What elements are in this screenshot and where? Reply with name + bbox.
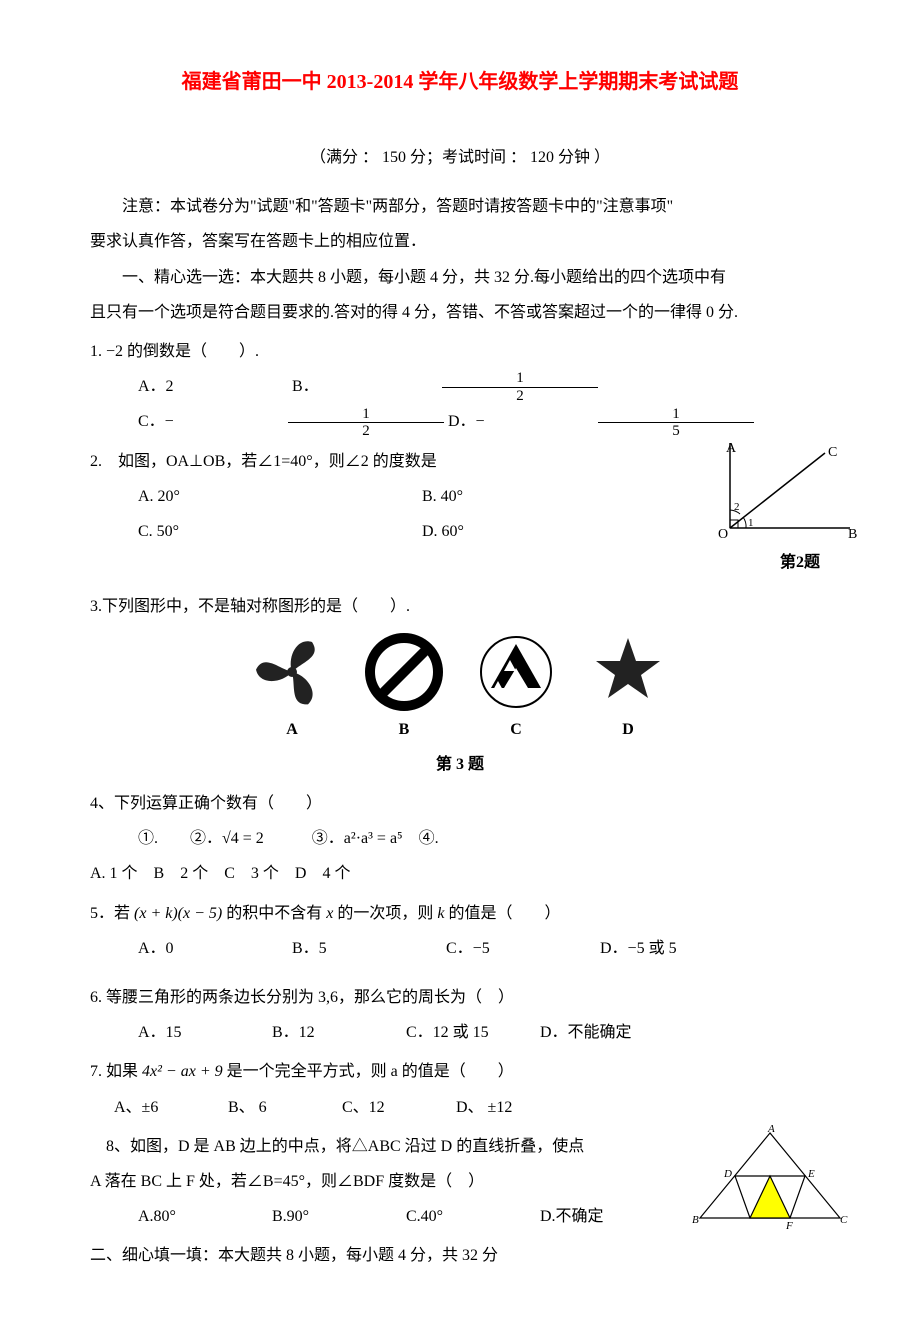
q2-label-o: O (718, 527, 728, 542)
q3-figures (90, 632, 830, 712)
q5-opt-a: A．0 (138, 931, 288, 966)
q3-fig-b-icon (364, 632, 444, 712)
q1-options: A．2 B．12 C．−12 D．−15 (90, 369, 830, 440)
q3-label-c: C (466, 712, 566, 747)
svg-text:E: E (807, 1168, 815, 1180)
q7-stem: 7. 如果 4x² − ax + 9 是一个完全平方式，则 a 的值是（ ） (90, 1054, 830, 1089)
q1-stem: 1. −2 的倒数是（ ）. (90, 334, 830, 369)
q6-opt-b: B．12 (272, 1015, 402, 1050)
q4-items: ①. ②．√4 = 2 ③．a²·a³ = a⁵ ④. (90, 821, 830, 856)
q2-opt-b: B. 40° (422, 479, 542, 514)
q2-opt-d: D. 60° (422, 514, 542, 549)
question-7: 7. 如果 4x² − ax + 9 是一个完全平方式，则 a 的值是（ ） A… (90, 1054, 830, 1124)
q5-options: A．0 B．5 C．−5 D．−5 或 5 (90, 931, 830, 966)
q4-stem: 4、下列运算正确个数有（ ） (90, 786, 830, 821)
question-4: 4、下列运算正确个数有（ ） ①. ②．√4 = 2 ③．a²·a³ = a⁵ … (90, 786, 830, 892)
q7-opt-d: D、 ±12 (456, 1090, 566, 1125)
section-2-heading: 二、细心填一填：本大题共 8 小题，每小题 4 分，共 32 分 (90, 1238, 830, 1273)
q7-opt-c: C、12 (342, 1090, 452, 1125)
q8-opt-d: D.不确定 (540, 1199, 670, 1234)
q2-label-c: C (828, 445, 837, 460)
question-8: 8、如图，D 是 AB 边上的中点，将△ABC 沿过 D 的直线折叠，使点 A … (90, 1129, 830, 1235)
question-2: 2. 如图，OA⊥OB，若∠1=40°，则∠2 的度数是 A. 20° B. 4… (90, 444, 830, 581)
question-5: 5．若 (x + k)(x − 5) 的积中不含有 x 的一次项，则 k 的值是… (90, 896, 830, 966)
q3-stem: 3.下列图形中，不是轴对称图形的是（ ）. (90, 589, 830, 624)
q2-opt-a: A. 20° (138, 479, 418, 514)
question-3: 3.下列图形中，不是轴对称图形的是（ ）. (90, 589, 830, 783)
exam-page: 福建省莆田一中 2013-2014 学年八年级数学上学期期末考试试题 （满分 ：… (0, 0, 920, 1318)
question-1: 1. −2 的倒数是（ ）. A．2 B．12 C．−12 D．−15 (90, 334, 830, 440)
fraction-1-2: 12 (442, 370, 598, 404)
q2-label-2: 2 (734, 501, 740, 513)
q6-opt-a: A．15 (138, 1015, 268, 1050)
q2-caption: 第2题 (90, 545, 830, 580)
fraction-neg-1-5: 15 (598, 406, 754, 440)
q7-options: A、±6 B、 6 C、12 D、 ±12 (90, 1090, 830, 1125)
q2-label-b: B (848, 527, 857, 542)
q3-caption: 第 3 题 (90, 747, 830, 782)
q4-options: A. 1 个 B 2 个 C 3 个 D 4 个 (90, 856, 830, 891)
q8-opt-c: C.40° (406, 1199, 536, 1234)
q3-fig-d-icon (588, 632, 668, 712)
q1-opt-a: A．2 (138, 369, 288, 404)
q6-options: A．15 B．12 C．12 或 15 D．不能确定 (90, 1015, 830, 1050)
svg-text:C: C (840, 1214, 848, 1226)
exam-title: 福建省莆田一中 2013-2014 学年八年级数学上学期期末考试试题 (90, 60, 830, 104)
q1-opt-d: D．−15 (448, 404, 754, 439)
q3-label-b: B (354, 712, 454, 747)
q3-fig-a-icon (252, 632, 332, 712)
q2-label-1: 1 (748, 517, 754, 529)
q5-opt-b: B．5 (292, 931, 442, 966)
q8-opt-b: B.90° (272, 1199, 402, 1234)
q5-opt-c: C．−5 (446, 931, 596, 966)
svg-text:F: F (785, 1220, 793, 1232)
q3-label-d: D (578, 712, 678, 747)
q6-stem: 6. 等腰三角形的两条边长分别为 3,6，那么它的周长为（ ） (90, 980, 830, 1015)
q7-opt-b: B、 6 (228, 1090, 338, 1125)
notice-line-1: 注意：本试卷分为"试题"和"答题卡"两部分，答题时请按答题卡中的"注意事项" (90, 189, 830, 224)
q7-opt-a: A、±6 (114, 1090, 224, 1125)
q2-opt-c: C. 50° (138, 514, 418, 549)
section-1-heading-a: 一、精心选一选：本大题共 8 小题，每小题 4 分，共 32 分.每小题给出的四… (90, 260, 830, 295)
q2-figure: A C B O 1 2 (710, 438, 860, 548)
svg-text:B: B (692, 1214, 699, 1226)
question-6: 6. 等腰三角形的两条边长分别为 3,6，那么它的周长为（ ） A．15 B．1… (90, 980, 830, 1050)
svg-text:D: D (723, 1168, 732, 1180)
q1-opt-b: B．12 (292, 369, 598, 404)
q5-stem: 5．若 (x + k)(x − 5) 的积中不含有 x 的一次项，则 k 的值是… (90, 896, 830, 931)
q6-opt-d: D．不能确定 (540, 1015, 670, 1050)
svg-text:A: A (767, 1123, 775, 1135)
notice-line-2: 要求认真作答，答案写在答题卡上的相应位置． (90, 224, 830, 259)
q6-opt-c: C．12 或 15 (406, 1015, 536, 1050)
q1-opt-c: C．−12 (138, 404, 444, 439)
q8-figure: A B C D E F (690, 1123, 850, 1233)
q3-fig-c-icon (476, 632, 556, 712)
fraction-neg-1-2: 12 (288, 406, 444, 440)
q3-option-labels: A B C D (90, 712, 830, 747)
q2-label-a: A (726, 441, 737, 456)
q5-opt-d: D．−5 或 5 (600, 931, 750, 966)
exam-meta: （满分 ： 150 分；考试时间 ： 120 分钟 ） (90, 140, 830, 175)
section-1-heading-b: 且只有一个选项是符合题目要求的.答对的得 4 分，答错、不答或答案超过一个的一律… (90, 295, 830, 330)
q8-opt-a: A.80° (138, 1199, 268, 1234)
q3-label-a: A (242, 712, 342, 747)
